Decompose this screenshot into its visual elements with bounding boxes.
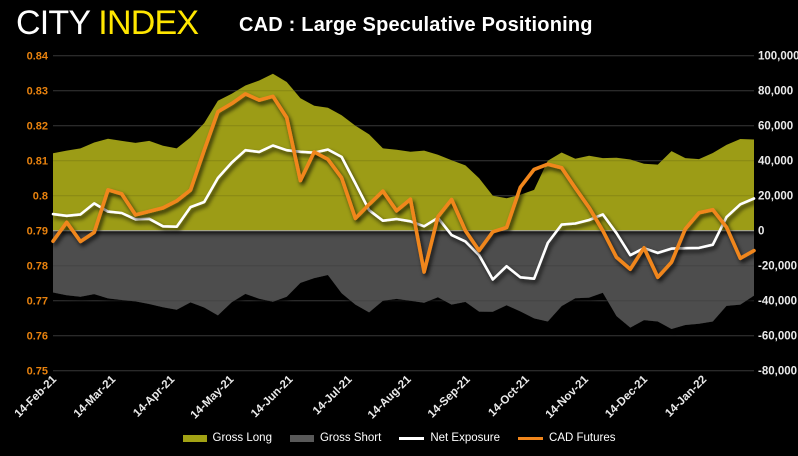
left-axis-tick-label: 0.83 (27, 86, 48, 98)
legend-label: Gross Short (319, 432, 382, 444)
right-axis-tick-label: -60,000 (758, 331, 797, 343)
chart-title: CAD : Large Speculative Positioning (239, 14, 593, 36)
right-axis-tick-label: -40,000 (758, 296, 797, 308)
legend-item-gross-short: Gross Short (289, 432, 382, 444)
x-axis-tick-label: 14-Apr-21 (131, 373, 177, 419)
net-exposure-swatch-icon (399, 436, 425, 440)
x-axis-tick-label: 14-Nov-21 (544, 373, 592, 421)
x-axis-tick-label: 14-Aug-21 (366, 373, 414, 421)
gross-short-area (53, 230, 754, 329)
right-axis-tick-label: -80,000 (758, 366, 797, 378)
cad-futures-swatch-icon (518, 436, 544, 440)
legend-item-gross-long: Gross Long (182, 432, 272, 444)
city-index-logo: CITY INDEX (16, 4, 199, 43)
legend-item-net-exposure: Net Exposure (399, 432, 500, 444)
gross-long-swatch-icon (182, 434, 207, 442)
right-axis-tick-label: 100,000 (758, 51, 798, 63)
chart-legend: Gross Long Gross Short Net Exposure CAD … (0, 432, 798, 444)
left-axis-tick-label: 0.84 (27, 51, 49, 63)
net-exposure-line (51, 144, 756, 281)
right-axis-tick-label: 60,000 (758, 121, 793, 133)
x-axis-tick-label: 14-Jun-21 (249, 373, 296, 420)
x-axis-tick-label: 14-Feb-21 (13, 373, 60, 420)
logo-index-text: INDEX (98, 4, 199, 42)
left-axis-tick-label: 0.78 (27, 261, 48, 273)
x-axis-tick-label: 14-May-21 (189, 373, 237, 421)
x-axis-tick-label: 14-Jul-21 (311, 373, 355, 417)
left-axis-tick-label: 0.82 (27, 121, 48, 133)
left-axis-tick-label: 0.8 (33, 191, 48, 203)
right-axis-tick-label: 20,000 (758, 191, 793, 203)
legend-item-cad-futures: CAD Futures (518, 432, 615, 444)
x-axis-tick-label: 14-Dec-21 (603, 373, 650, 420)
legend-label: CAD Futures (549, 432, 616, 444)
right-axis-tick-label: 40,000 (758, 156, 793, 168)
logo-city-text: CITY (16, 4, 90, 42)
x-axis-tick-label: 14-Jan-22 (663, 374, 709, 420)
left-axis-tick-label: 0.79 (27, 226, 48, 238)
cad-futures-line (51, 92, 756, 280)
right-axis-tick-label: 0 (758, 226, 764, 238)
right-axis-tick-label: 80,000 (758, 86, 793, 98)
left-axis-tick-label: 0.81 (27, 156, 48, 168)
left-axis-tick-label: 0.75 (27, 366, 48, 378)
x-axis-tick-label: 14-Sep-21 (426, 373, 473, 420)
x-axis-tick-label: 14-Mar-21 (72, 373, 119, 420)
x-axis-tick-label: 14-Oct-21 (486, 373, 532, 419)
left-axis-tick-label: 0.77 (27, 296, 48, 308)
right-axis-tick-label: -20,000 (758, 261, 797, 273)
legend-label: Net Exposure (430, 432, 501, 444)
gross-short-swatch-icon (289, 434, 314, 442)
legend-label: Gross Long (212, 432, 272, 444)
left-axis-tick-label: 0.76 (27, 331, 48, 343)
